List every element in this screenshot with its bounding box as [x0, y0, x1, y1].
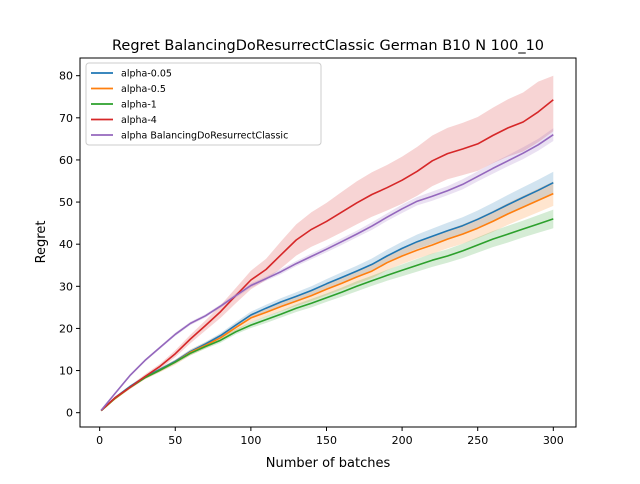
- y-axis-label: Regret: [34, 221, 49, 264]
- band-alpha-1: [101, 209, 554, 411]
- chart-title: Regret BalancingDoResurrectClassic Germa…: [112, 38, 544, 54]
- plot-frame: [79, 57, 577, 428]
- y-tick-label: 40: [59, 238, 73, 251]
- line-alpha-4: [100, 99, 554, 412]
- axes: [79, 57, 577, 428]
- band-alpha-4: [101, 75, 554, 411]
- x-tick-label: 300: [543, 434, 564, 447]
- series-lines: [100, 99, 554, 412]
- legend-label-alpha-0-5: alpha-0.5: [121, 84, 166, 95]
- y-axis-ticks: 0 10 20 30 40 50 60 70 80: [59, 70, 80, 420]
- y-tick-label: 0: [66, 407, 73, 420]
- y-tick-label: 30: [59, 280, 73, 293]
- x-tick-label: 150: [316, 434, 337, 447]
- y-tick-label: 50: [59, 196, 73, 209]
- y-tick-label: 20: [59, 322, 73, 335]
- x-axis-ticks: 0 50 100 150 200 250 300: [96, 427, 564, 447]
- x-tick-label: 200: [392, 434, 413, 447]
- legend-box: [85, 62, 322, 146]
- legend-label-alpha-0-05: alpha-0.05: [121, 69, 172, 80]
- legend-label-alpha-balancingdoresurrectclassic: alpha BalancingDoResurrectClassic: [121, 131, 288, 142]
- x-tick-label: 100: [240, 434, 261, 447]
- y-tick-label: 60: [59, 154, 73, 167]
- x-tick-label: 0: [96, 434, 103, 447]
- band-alpha-balancingdoresurrectclassic: [101, 128, 554, 411]
- x-tick-label: 50: [168, 434, 182, 447]
- x-axis-label: Number of batches: [266, 456, 391, 471]
- y-tick-label: 10: [59, 365, 73, 378]
- legend: alpha-0.05 alpha-0.5 alpha-1 alpha-4 alpha B…: [85, 62, 322, 146]
- x-tick-label: 250: [467, 434, 488, 447]
- y-tick-label: 70: [59, 112, 73, 125]
- y-tick-label: 80: [59, 70, 73, 83]
- line-alpha-balancingdoresurrectclassic: [100, 134, 554, 411]
- line-alpha-1: [100, 218, 554, 412]
- confidence-bands: [101, 75, 554, 411]
- legend-label-alpha-1: alpha-1: [121, 100, 157, 111]
- band-alpha-0-05: [101, 171, 554, 411]
- band-alpha-0-5: [101, 181, 554, 411]
- legend-label-alpha-4: alpha-4: [121, 115, 157, 126]
